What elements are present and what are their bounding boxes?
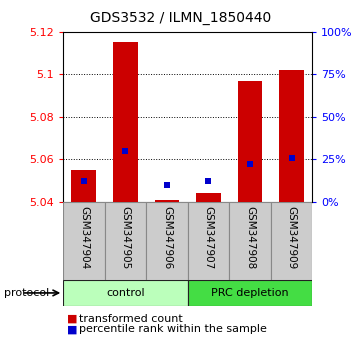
Text: percentile rank within the sample: percentile rank within the sample [79, 324, 267, 334]
Text: GSM347906: GSM347906 [162, 206, 172, 269]
Bar [271, 202, 312, 280]
Bar [113, 42, 138, 202]
Bar [63, 202, 105, 280]
Text: transformed count: transformed count [79, 314, 183, 324]
Text: protocol: protocol [4, 288, 49, 298]
Bar [229, 202, 271, 280]
Text: GSM347904: GSM347904 [79, 206, 89, 269]
Bar [196, 193, 221, 202]
Text: GSM347908: GSM347908 [245, 206, 255, 269]
Bar [188, 202, 229, 280]
Bar [105, 202, 146, 280]
Bar [63, 280, 188, 306]
Text: GSM347907: GSM347907 [204, 206, 213, 269]
Text: GSM347905: GSM347905 [121, 206, 130, 269]
Text: GDS3532 / ILMN_1850440: GDS3532 / ILMN_1850440 [90, 11, 271, 25]
Text: PRC depletion: PRC depletion [211, 288, 289, 298]
Bar [155, 200, 179, 202]
Bar [188, 280, 312, 306]
Bar [238, 81, 262, 202]
Text: ■: ■ [67, 314, 77, 324]
Text: GSM347909: GSM347909 [287, 206, 296, 269]
Bar [71, 170, 96, 202]
Bar [279, 70, 304, 202]
Text: control: control [106, 288, 145, 298]
Text: ■: ■ [67, 324, 77, 334]
Bar [146, 202, 188, 280]
